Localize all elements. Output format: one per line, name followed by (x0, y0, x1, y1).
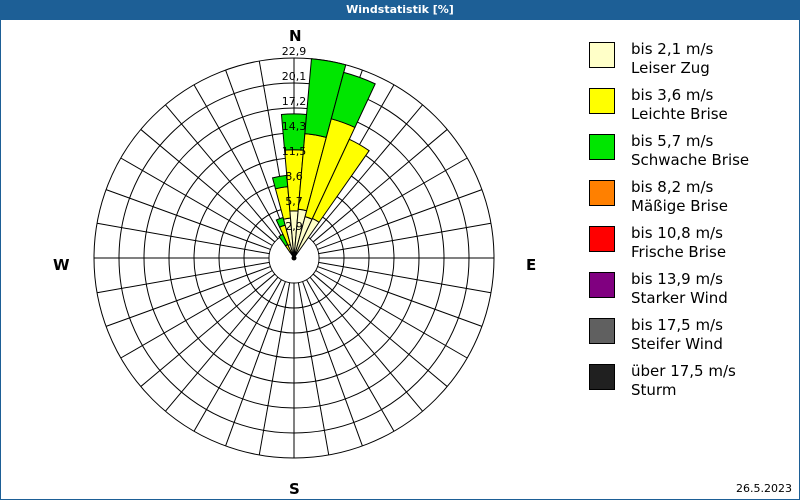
legend-swatch (589, 134, 615, 160)
chart-title: Windstatistik [%] (0, 0, 800, 20)
wind-sector-bar (330, 71, 376, 129)
legend-swatch (589, 272, 615, 298)
legend-range: bis 2,1 m/s (631, 40, 714, 58)
grid-spoke (315, 270, 468, 359)
grid-spoke (318, 261, 492, 294)
compass-north-label: N (289, 27, 302, 45)
legend-swatch (589, 318, 615, 344)
grid-spoke (105, 189, 271, 250)
grid-ring (118, 82, 470, 434)
grid-spoke (312, 273, 448, 387)
radial-tick-label: 20,1 (282, 70, 307, 83)
grid-spoke (309, 104, 423, 240)
radial-tick-label: 14,3 (282, 120, 307, 133)
compass-south-label: S (289, 480, 300, 498)
grid-spoke (318, 222, 492, 255)
grid-spoke (309, 276, 423, 412)
grid-spoke (317, 189, 483, 250)
grid-spoke (96, 261, 270, 294)
legend-label: Schwache Brise (631, 151, 750, 169)
radial-tick-label: 22,9 (282, 45, 307, 58)
legend-label: Leiser Zug (631, 59, 710, 77)
grid-spoke (302, 281, 363, 447)
grid-spoke (96, 222, 270, 255)
grid-spoke (120, 270, 273, 359)
legend-label: Leichte Brise (631, 105, 728, 123)
date-stamp: 26.5.2023 (736, 482, 792, 495)
legend-range: bis 8,2 m/s (631, 178, 714, 196)
wind-sector-bar (304, 58, 347, 138)
legend-range: bis 13,9 m/s (631, 270, 723, 288)
grid-ring (93, 57, 495, 459)
grid-spoke (225, 69, 286, 235)
legend-label: Frische Brise (631, 243, 727, 261)
grid-spoke (317, 266, 483, 327)
legend-swatch (589, 226, 615, 252)
center-dot (291, 255, 297, 261)
legend-range: über 17,5 m/s (631, 362, 736, 380)
radial-tick-label: 5,7 (285, 195, 303, 208)
wind-sector-bar (311, 138, 370, 223)
grid-spoke (258, 282, 291, 456)
radial-tick-label: 8,6 (285, 170, 303, 183)
grid-spoke (312, 129, 448, 243)
grid-spoke (306, 279, 395, 432)
grid-spoke (140, 129, 276, 243)
grid-spoke (225, 281, 286, 447)
legend-range: bis 3,6 m/s (631, 86, 714, 104)
grid-spoke (297, 282, 330, 456)
radial-tick-label: 17,2 (282, 95, 307, 108)
compass-east-label: E (526, 256, 537, 274)
legend-swatch (589, 42, 615, 68)
radial-tick-label: 2,9 (285, 220, 303, 233)
grid-spoke (105, 266, 271, 327)
legend-swatch (589, 180, 615, 206)
legend-label: Starker Wind (631, 289, 728, 307)
legend-label: Steifer Wind (631, 335, 723, 353)
grid-spoke (193, 84, 282, 237)
grid-spoke (193, 279, 282, 432)
compass-west-label: W (53, 256, 70, 274)
legend-range: bis 5,7 m/s (631, 132, 714, 150)
grid-spoke (315, 157, 468, 246)
legend-label: Sturm (631, 381, 677, 399)
legend-swatch (589, 88, 615, 114)
grid-ring (143, 107, 445, 409)
grid-spoke (165, 276, 279, 412)
grid-spoke (140, 273, 276, 387)
legend-swatch (589, 364, 615, 390)
legend-range: bis 17,5 m/s (631, 316, 723, 334)
grid-spoke (165, 104, 279, 240)
legend-range: bis 10,8 m/s (631, 224, 723, 242)
grid-spoke (120, 157, 273, 246)
legend-label: Mäßige Brise (631, 197, 728, 215)
radial-tick-label: 11,5 (282, 145, 307, 158)
